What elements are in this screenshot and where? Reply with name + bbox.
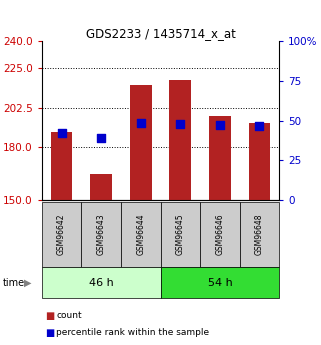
Text: 54 h: 54 h [207, 278, 232, 288]
Text: ■: ■ [45, 328, 54, 338]
Text: GSM96646: GSM96646 [215, 214, 224, 255]
Title: GDS2233 / 1435714_x_at: GDS2233 / 1435714_x_at [86, 27, 235, 40]
Text: GSM96645: GSM96645 [176, 214, 185, 255]
Point [257, 123, 262, 129]
Bar [248, 122, 270, 200]
Point [59, 130, 64, 136]
Text: count: count [56, 311, 82, 320]
Text: percentile rank within the sample: percentile rank within the sample [56, 328, 209, 337]
Bar [130, 85, 152, 200]
Bar [51, 132, 73, 200]
Text: ■: ■ [45, 311, 54, 321]
Bar [209, 116, 231, 200]
Text: GSM96648: GSM96648 [255, 214, 264, 255]
Text: GSM96643: GSM96643 [97, 214, 106, 255]
Text: GSM96642: GSM96642 [57, 214, 66, 255]
Point [99, 136, 104, 141]
Point [217, 122, 222, 128]
Bar [169, 80, 191, 200]
Text: 46 h: 46 h [89, 278, 114, 288]
Text: ▶: ▶ [24, 278, 31, 288]
Text: time: time [3, 278, 25, 288]
Point [178, 121, 183, 127]
Text: GSM96644: GSM96644 [136, 214, 145, 255]
Bar [90, 174, 112, 200]
Point [138, 121, 143, 126]
